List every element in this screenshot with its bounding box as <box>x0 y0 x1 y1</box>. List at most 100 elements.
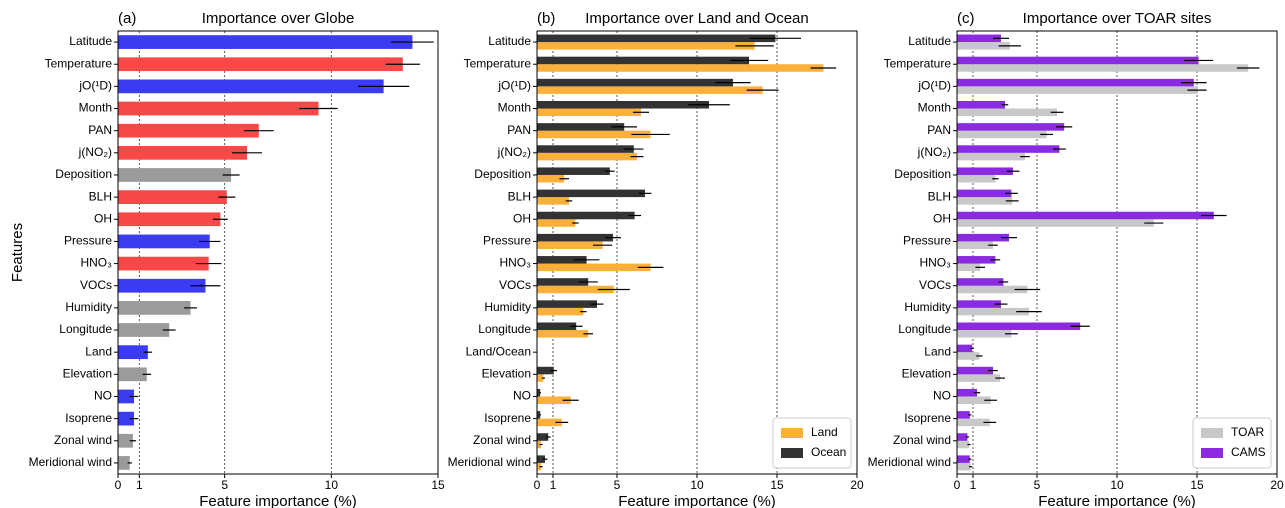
bar <box>118 168 232 182</box>
bar <box>537 418 562 427</box>
bar <box>118 145 248 160</box>
bar <box>118 389 134 404</box>
x-axis-label: Feature importance (%) <box>1038 493 1196 508</box>
bar <box>537 388 541 397</box>
y-tick-label: BLH <box>508 189 531 203</box>
bar <box>957 307 1029 316</box>
x-axis-label: Feature importance (%) <box>618 493 776 508</box>
x-tick-label: 0 <box>115 478 122 492</box>
bar <box>118 57 403 72</box>
y-tick-label: Pressure <box>483 234 531 248</box>
bar <box>537 366 554 375</box>
x-tick-label: 5 <box>614 478 621 492</box>
y-tick-label: Temperature <box>45 56 113 70</box>
y-tick-label: Humidity <box>65 300 112 314</box>
bar <box>537 211 635 220</box>
y-tick-label: OH <box>933 211 951 225</box>
y-tick-label: Longitude <box>898 322 951 336</box>
bar <box>118 456 130 470</box>
y-tick-label: HNO₃ <box>919 256 951 270</box>
bar <box>118 212 221 227</box>
bar <box>118 79 384 94</box>
bar <box>118 301 191 315</box>
x-tick-label: 0 <box>534 478 541 492</box>
legend-label: TOAR <box>1231 425 1264 439</box>
bar <box>537 197 569 205</box>
bar <box>957 330 1012 338</box>
bar <box>537 256 587 264</box>
y-tick-label: Month <box>498 101 531 115</box>
y-tick-label: HNO₃ <box>499 256 531 270</box>
bar <box>957 462 971 471</box>
bar <box>537 374 544 382</box>
x-tick-label: 15 <box>431 478 445 492</box>
y-tick-label: Temperature <box>464 56 532 70</box>
bar <box>537 300 597 308</box>
y-tick-label: PAN <box>507 123 531 137</box>
bar <box>537 108 641 117</box>
y-tick-label: j(NO₂) <box>917 145 951 159</box>
y-tick-label: BLH <box>89 189 112 203</box>
y-tick-label: NO <box>933 389 951 403</box>
bar <box>957 411 970 419</box>
bar <box>118 367 147 382</box>
x-tick-label: 10 <box>325 478 339 492</box>
legend-label: Land <box>811 425 838 439</box>
bar <box>957 440 969 449</box>
y-tick-label: Meridional wind <box>868 455 951 469</box>
bar <box>537 42 755 50</box>
bar <box>537 219 576 227</box>
y-tick-label: Temperature <box>884 56 952 70</box>
bar <box>957 388 977 397</box>
bar <box>957 197 1013 205</box>
bar <box>957 145 1060 153</box>
y-tick-label: Isoprene <box>904 411 951 425</box>
y-tick-label: Elevation <box>482 366 531 380</box>
bar <box>957 278 1004 286</box>
y-tick-label: Month <box>918 101 951 115</box>
x-tick-label: 0 <box>954 478 961 492</box>
bar <box>957 34 1001 43</box>
y-tick-label: Elevation <box>902 366 951 380</box>
y-tick-label: jO(¹D) <box>917 79 951 93</box>
y-tick-label: Isoprene <box>484 411 531 425</box>
x-tick-label: 15 <box>1190 478 1204 492</box>
y-tick-label: Latitude <box>488 34 531 48</box>
y-tick-label: j(NO₂) <box>78 145 112 159</box>
x-tick-label: 20 <box>850 478 864 492</box>
y-tick-label: Zonal wind <box>473 433 531 447</box>
bar <box>537 330 589 338</box>
y-tick-label: j(NO₂) <box>497 145 531 159</box>
y-tick-label: Land <box>85 344 112 358</box>
y-tick-label: Latitude <box>69 34 112 48</box>
bar <box>537 174 565 183</box>
bar <box>537 189 645 198</box>
bar <box>957 42 1010 50</box>
x-tick-label: 10 <box>1110 478 1124 492</box>
y-tick-label: NO <box>513 389 531 403</box>
y-tick-label: Elevation <box>63 366 112 380</box>
y-tick-label: PAN <box>927 123 951 137</box>
bar <box>537 78 733 87</box>
bar <box>537 241 603 249</box>
y-tick-label: BLH <box>928 189 951 203</box>
bar <box>957 64 1249 72</box>
bar <box>957 322 1081 331</box>
bar <box>537 145 634 153</box>
bar <box>957 189 1012 198</box>
bar <box>118 123 259 138</box>
y-tick-label: PAN <box>88 123 112 137</box>
y-tick-label: HNO₃ <box>80 256 112 270</box>
legend-swatch <box>781 448 803 458</box>
bar <box>957 174 996 183</box>
bar <box>537 56 749 65</box>
bar <box>957 233 1009 242</box>
bar <box>537 123 625 131</box>
y-tick-label: Meridional wind <box>448 455 531 469</box>
bar <box>957 256 996 264</box>
legend-label: Ocean <box>811 445 846 459</box>
y-tick-label: Zonal wind <box>893 433 951 447</box>
bar <box>537 100 709 109</box>
bar <box>118 35 413 49</box>
